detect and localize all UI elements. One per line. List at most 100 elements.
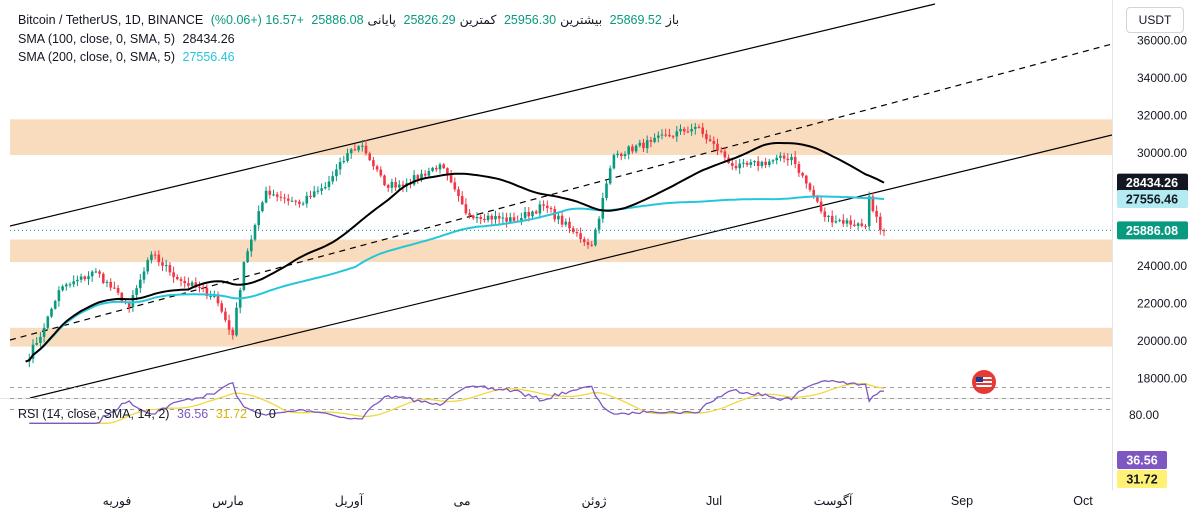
- candle: [253, 223, 257, 242]
- candle-body: [645, 140, 649, 149]
- candle: [734, 160, 738, 171]
- candle-body: [793, 156, 797, 165]
- candle: [627, 145, 630, 160]
- rsi-legend[interactable]: RSI (14, close, SMA, 14, 2) 36.56 31.72 …: [18, 407, 280, 421]
- candle: [819, 196, 823, 214]
- candle-body: [401, 184, 405, 187]
- candle-body: [745, 162, 749, 165]
- candle: [879, 212, 882, 235]
- candle-body: [146, 260, 149, 272]
- candle-body: [653, 137, 656, 142]
- rsi-ma-line: [29, 382, 885, 424]
- candle-body: [849, 220, 852, 225]
- candle-body: [309, 195, 312, 197]
- candle: [220, 300, 223, 314]
- candle-body: [601, 197, 605, 219]
- price-tick-label: 32000.00: [1137, 109, 1187, 123]
- candle: [94, 268, 98, 274]
- candle: [235, 302, 238, 337]
- candle-body: [583, 239, 586, 243]
- candle-body: [90, 271, 94, 277]
- candle-body: [453, 182, 457, 190]
- candle-body: [512, 217, 516, 221]
- candle-body: [198, 287, 201, 289]
- candle-body: [697, 126, 701, 128]
- candle: [653, 133, 656, 144]
- zone-2: [10, 327, 1112, 347]
- candle: [383, 174, 386, 187]
- us-flag-event-icon[interactable]: [972, 370, 996, 394]
- candle: [738, 158, 741, 174]
- candle: [42, 323, 46, 343]
- candle: [823, 207, 827, 222]
- candle-body: [416, 175, 420, 180]
- candle-body: [220, 303, 223, 312]
- candle-body: [875, 210, 878, 217]
- candle-body: [649, 140, 653, 142]
- candle: [712, 136, 716, 150]
- candle-body: [571, 228, 575, 233]
- candle-body: [135, 288, 138, 296]
- candle-body: [386, 185, 390, 188]
- candle: [682, 126, 686, 135]
- candle: [164, 259, 168, 272]
- candle: [882, 228, 886, 236]
- price-tick-label: 36000.00: [1137, 33, 1187, 47]
- candle-body: [420, 173, 423, 180]
- candle-body: [509, 217, 512, 222]
- symbol-name: Bitcoin / TetherUS, 1D, BINANCE: [18, 13, 204, 27]
- candle-body: [335, 169, 338, 177]
- candle-body: [290, 200, 294, 202]
- candle-body: [719, 150, 723, 152]
- candle: [468, 209, 471, 219]
- rsi-value-badge-text: 36.56: [1126, 454, 1157, 468]
- candle-body: [486, 215, 490, 221]
- candle-body: [642, 142, 645, 149]
- candle-body: [834, 221, 838, 223]
- candle-body: [479, 216, 482, 219]
- candle-body: [734, 165, 738, 169]
- candle: [98, 269, 101, 278]
- candle-body: [320, 188, 323, 191]
- candle-body: [153, 254, 157, 256]
- candle-body: [827, 215, 830, 218]
- price-tick-label: 18000.00: [1137, 372, 1187, 386]
- rsi-ma-value: 31.72: [215, 407, 247, 421]
- candle: [549, 206, 553, 213]
- candle-body: [579, 233, 582, 240]
- candle: [290, 196, 294, 203]
- candle: [72, 275, 75, 288]
- currency-button[interactable]: USDT: [1126, 7, 1184, 33]
- candle: [808, 182, 812, 192]
- candle: [579, 227, 582, 243]
- candle: [849, 215, 852, 230]
- time-axis-label: Sep: [951, 494, 973, 508]
- candle: [224, 307, 227, 323]
- candle-body: [361, 145, 364, 147]
- candle: [261, 200, 264, 213]
- channel-lower-line: [29, 134, 1112, 398]
- sma200-legend[interactable]: SMA (200, close, 0, SMA, 5) 27556.46: [18, 50, 239, 64]
- candle: [564, 218, 568, 227]
- candle-body: [660, 134, 664, 136]
- candle-body: [864, 226, 867, 228]
- candle-body: [490, 215, 494, 220]
- candle-body: [460, 196, 464, 205]
- candle-body: [586, 242, 590, 245]
- candle-body: [83, 276, 87, 280]
- candle-body: [823, 211, 827, 218]
- sma100-legend[interactable]: SMA (100, close, 0, SMA, 5) 28434.26: [18, 32, 239, 46]
- candle-body: [209, 295, 212, 297]
- candle-body: [139, 279, 142, 289]
- zone-1: [10, 239, 1112, 263]
- candle-body: [279, 196, 283, 198]
- time-axis-label: فوریه: [103, 494, 132, 509]
- candle: [745, 160, 749, 167]
- candle-body: [475, 216, 479, 219]
- rsi-value-badge: 36.56: [1117, 451, 1167, 469]
- candle-body: [786, 158, 790, 161]
- candle-body: [605, 183, 608, 198]
- candle-body: [805, 175, 808, 184]
- candle: [83, 275, 87, 282]
